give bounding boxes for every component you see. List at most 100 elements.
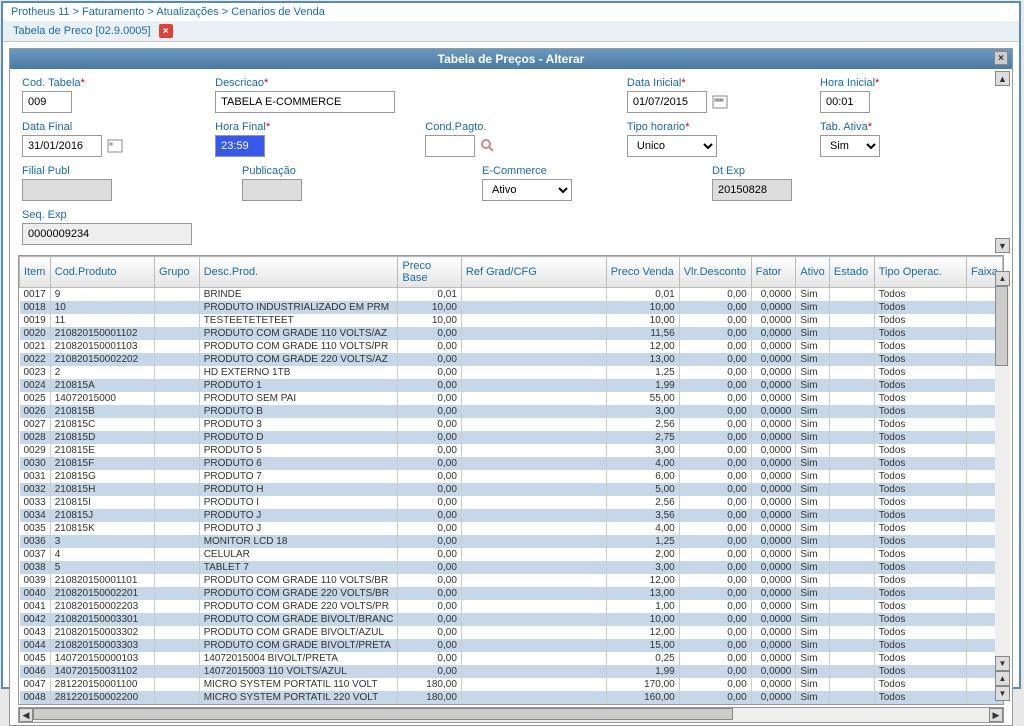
table-cell <box>461 600 606 613</box>
table-row[interactable]: 0031210815GPRODUTO 70,006,000,000,0000Si… <box>20 470 1003 483</box>
grid-header[interactable]: Fator <box>751 257 796 288</box>
table-cell: 1,00 <box>606 600 679 613</box>
tab-active[interactable]: Tabela de Preco [02.9.0005] <box>9 23 155 39</box>
table-row[interactable]: 00232HD EXTERNO 1TB0,001,250,000,0000Sim… <box>20 366 1003 379</box>
table-cell <box>829 561 874 574</box>
table-row[interactable]: 004514072015000010314072015004 BIVOLT/PR… <box>20 652 1003 665</box>
table-row[interactable]: 00363MONITOR LCD 180,001,250,000,0000Sim… <box>20 535 1003 548</box>
table-row[interactable]: 00179BRINDE0,010,010,000,0000SimTodos <box>20 288 1003 302</box>
table-row[interactable]: 0033210815IPRODUTO I0,002,560,000,0000Si… <box>20 496 1003 509</box>
table-cell: 0,00 <box>398 652 462 665</box>
calendar-icon[interactable] <box>107 138 123 154</box>
close-icon[interactable]: × <box>159 24 173 38</box>
filial-publ-input[interactable] <box>22 179 112 201</box>
table-row[interactable]: 0039210820150001101PRODUTO COM GRADE 110… <box>20 574 1003 587</box>
table-row[interactable]: 00385TABLET 70,003,000,000,0000SimTodos <box>20 561 1003 574</box>
calendar-icon[interactable] <box>712 94 728 110</box>
hora-inicial-input[interactable] <box>820 91 870 113</box>
grid-header[interactable]: Preco Base <box>398 257 462 288</box>
table-row[interactable]: 0040210820150002201PRODUTO COM GRADE 220… <box>20 587 1003 600</box>
table-row[interactable]: 0042210820150003301PRODUTO COM GRADE BIV… <box>20 613 1003 626</box>
table-row[interactable]: 0043210820150003302PRODUTO COM GRADE BIV… <box>20 626 1003 639</box>
ecommerce-select[interactable]: Ativo <box>482 179 572 201</box>
data-final-label: Data Final <box>22 121 175 133</box>
table-cell: Todos <box>874 405 966 418</box>
table-row[interactable]: 001810PRODUTO INDUSTRIALIZADO EM PRM10,0… <box>20 301 1003 314</box>
grid-header[interactable]: Item <box>20 257 51 288</box>
table-row[interactable]: 004614072015003110214072015003 110 VOLTS… <box>20 665 1003 678</box>
table-row[interactable]: 0026210815BPRODUTO B0,003,000,000,0000Si… <box>20 405 1003 418</box>
scroll-down-icon[interactable]: ▼ <box>995 656 1010 671</box>
table-cell: 210815F <box>50 457 154 470</box>
table-row[interactable]: 002514072015000PRODUTO SEM PAI0,0055,000… <box>20 392 1003 405</box>
scroll-thumb[interactable] <box>33 708 733 720</box>
vscrollbar[interactable]: ▲ ▼ ▲ ▼ <box>995 271 1010 701</box>
publicacao-input[interactable] <box>242 179 302 201</box>
table-cell <box>461 288 606 302</box>
table-cell: Sim <box>796 613 829 626</box>
scroll-left-icon[interactable]: ◀ <box>19 708 33 722</box>
grid-header[interactable]: Ativo <box>796 257 829 288</box>
grid-header[interactable]: Ref Grad/CFG <box>461 257 606 288</box>
scroll-up-icon[interactable]: ▲ <box>995 71 1010 86</box>
seq-exp-input[interactable] <box>22 223 192 245</box>
table-row[interactable]: 0027210815CPRODUTO 30,002,560,000,0000Si… <box>20 418 1003 431</box>
tipo-horario-select[interactable]: Unico <box>627 135 717 157</box>
table-row[interactable]: 0020210820150001102PRODUTO COM GRADE 110… <box>20 327 1003 340</box>
breadcrumb-link[interactable]: Faturamento <box>82 6 144 18</box>
table-cell: MICRO SYSTEM PORTATIL 110 VOLT <box>199 678 398 691</box>
table-row[interactable]: 0034210815JPRODUTO J0,003,560,000,0000Si… <box>20 509 1003 522</box>
grid-header[interactable]: Grupo <box>155 257 200 288</box>
table-row[interactable]: 0030210815FPRODUTO 60,004,000,000,0000Si… <box>20 457 1003 470</box>
scroll-down-icon[interactable]: ▼ <box>995 686 1010 701</box>
table-row[interactable]: 0047281220150001100MICRO SYSTEM PORTATIL… <box>20 678 1003 691</box>
tab-ativa-select[interactable]: Sim <box>820 135 880 157</box>
table-cell: PRODUTO COM GRADE 110 VOLTS/PR <box>199 340 398 353</box>
table-row[interactable]: 00374CELULAR0,002,000,000,0000SimTodos <box>20 548 1003 561</box>
search-icon[interactable] <box>480 138 496 154</box>
cod-tabela-input[interactable] <box>22 91 72 113</box>
grid-header[interactable]: Estado <box>829 257 874 288</box>
hora-final-input[interactable] <box>215 135 265 157</box>
descricao-input[interactable] <box>215 91 395 113</box>
grid-header[interactable]: Tipo Operac. <box>874 257 966 288</box>
scroll-up-icon[interactable]: ▲ <box>995 671 1010 686</box>
table-cell <box>829 509 874 522</box>
grid-header[interactable]: Cod.Produto <box>50 257 154 288</box>
breadcrumb-link[interactable]: Protheus 11 <box>11 6 70 18</box>
scroll-right-icon[interactable]: ▶ <box>989 708 1003 722</box>
scroll-thumb[interactable] <box>995 286 1008 366</box>
breadcrumb-link[interactable]: Atualizações <box>156 6 218 18</box>
grid-header[interactable]: Vlr.Desconto <box>679 257 751 288</box>
table-row[interactable]: 0021210820150001103PRODUTO COM GRADE 110… <box>20 340 1003 353</box>
table-cell: 10 <box>50 301 154 314</box>
data-inicial-input[interactable] <box>627 91 707 113</box>
table-cell: 0,00 <box>679 457 751 470</box>
table-cell <box>461 444 606 457</box>
table-cell: Todos <box>874 665 966 678</box>
breadcrumb-link[interactable]: Cenarios de Venda <box>231 6 325 18</box>
grid-header[interactable]: Preco Venda <box>606 257 679 288</box>
hscrollbar[interactable]: ◀ ▶ <box>18 707 1004 723</box>
table-row[interactable]: 0028210815DPRODUTO D0,002,750,000,0000Si… <box>20 431 1003 444</box>
table-cell: MONITOR LCD 18 <box>199 535 398 548</box>
table-row[interactable]: 0032210815HPRODUTO H0,005,000,000,0000Si… <box>20 483 1003 496</box>
grid-header[interactable]: Desc.Prod. <box>199 257 398 288</box>
table-row[interactable]: 001911TESTEETETETEET10,0010,000,000,0000… <box>20 314 1003 327</box>
dialog: Tabela de Preços - Alterar × Cod. Tabela… <box>9 48 1013 726</box>
table-row[interactable]: 0035210815KPRODUTO J0,004,000,000,0000Si… <box>20 522 1003 535</box>
table-row[interactable]: 0041210820150002203PRODUTO COM GRADE 220… <box>20 600 1003 613</box>
scroll-down-icon[interactable]: ▼ <box>995 238 1010 253</box>
table-cell <box>461 509 606 522</box>
table-row[interactable]: 0029210815EPRODUTO 50,003,000,000,0000Si… <box>20 444 1003 457</box>
scroll-up-icon[interactable]: ▲ <box>995 271 1010 286</box>
table-cell: Todos <box>874 561 966 574</box>
table-row[interactable]: 0048281220150002200MICRO SYSTEM PORTATIL… <box>20 691 1003 704</box>
data-final-input[interactable] <box>22 135 102 157</box>
table-row[interactable]: 0022210820150002202PRODUTO COM GRADE 220… <box>20 353 1003 366</box>
table-row[interactable]: 0024210815APRODUTO 10,001,990,000,0000Si… <box>20 379 1003 392</box>
dt-exp-input[interactable] <box>712 179 792 201</box>
table-row[interactable]: 0044210820150003303PRODUTO COM GRADE BIV… <box>20 639 1003 652</box>
close-icon[interactable]: × <box>994 51 1008 65</box>
cond-pagto-input[interactable] <box>425 135 475 157</box>
